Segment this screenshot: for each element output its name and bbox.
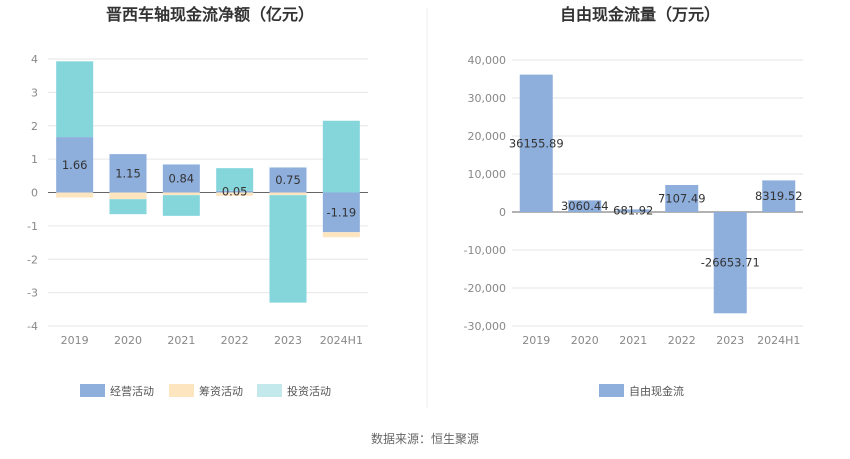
cash-flow-legend: 经营活动 筹资活动 投资活动 [80,384,331,398]
free-cash-flow-chart: 自由现金流量（万元） 40,000 30,000 20,000 10,000 0 -10,… [464,5,803,398]
y-tick-label: -3 [27,287,38,300]
y-tick-label: -20,000 [464,282,506,295]
legend-swatch [257,384,282,397]
x-tick-label: 2020 [114,334,142,347]
x-tick-label: 2021 [167,334,195,347]
x-tick-label: 2024H1 [757,334,800,347]
y-tick-label: -10,000 [464,244,506,257]
x-tick-label: 2019 [61,334,89,347]
cash-flow-chart-title: 晋西车轴现金流净额（亿元） [106,5,314,24]
y-tick-label: 1 [31,153,38,166]
data-label: 7107.49 [658,191,706,205]
bar-经营活动-2024H1 [322,192,360,233]
y-tick-label: 20,000 [468,130,507,143]
bar-筹资活动-2021 [162,192,200,196]
bar-筹资活动-2019 [56,192,94,198]
data-source-note: 数据来源：恒生聚源 [371,431,479,446]
y-tick-label: 10,000 [468,168,507,181]
data-label: 3060.44 [561,199,609,213]
bar-经营活动-2022 [216,190,254,193]
y-tick-label: -2 [27,253,38,266]
free-cash-flow-legend: 自由现金流 [599,384,684,398]
y-tick-label: 4 [31,53,38,66]
bar-筹资活动-2023 [269,192,307,196]
legend-label: 自由现金流 [629,384,684,398]
bar-经营活动-2021 [162,164,200,193]
bar-fcf-2020 [568,200,602,212]
legend-label: 经营活动 [110,384,154,398]
data-label: 1.66 [62,158,88,172]
bar-fcf-2023 [713,212,747,314]
x-tick-label: 2023 [274,334,302,347]
data-label: -1.19 [326,205,356,219]
x-tick-label: 2021 [619,334,647,347]
data-label: 1.15 [115,166,141,180]
bar-投资活动-2021 [162,195,200,216]
data-label: 0.05 [222,185,248,199]
bar-fcf-2024H1 [762,180,796,212]
y-tick-label: 0 [31,187,38,200]
bar-经营活动-2019 [56,137,94,193]
bar-投资活动-2020 [109,199,147,215]
data-label: 0.84 [169,171,195,185]
bar-fcf-2019 [519,74,553,212]
free-cash-flow-chart-title: 自由现金流量（万元） [560,5,720,24]
bar-投资活动-2023 [269,195,307,303]
x-tick-label: 2023 [716,334,744,347]
bar-投资活动-2019 [56,61,94,138]
bar-筹资活动-2024H1 [322,232,360,238]
x-tick-label: 2020 [571,334,599,347]
y-tick-label: -30,000 [464,320,506,333]
bar-筹资活动-2020 [109,192,147,200]
bar-fcf-2021 [616,209,650,212]
bar-投资活动-2024H1 [322,120,360,193]
x-tick-label: 2022 [668,334,696,347]
legend-label: 筹资活动 [199,384,243,398]
bar-筹资活动-2022 [216,192,254,196]
data-label: 681.92 [613,204,653,218]
y-tick-label: 40,000 [468,54,507,67]
data-label: -26653.71 [701,256,760,270]
data-label: 0.75 [275,173,301,187]
y-tick-label: -4 [27,320,38,333]
bar-投资活动-2022 [216,168,254,191]
bar-经营活动-2023 [269,167,307,193]
y-tick-label: 3 [31,86,38,99]
cash-flow-chart: 晋西车轴现金流净额（亿元） 4 3 2 1 0 -1 -2 -3 -4 2019 1.66 2020… [27,5,368,398]
y-tick-label: 0 [499,206,506,219]
bar-fcf-2022 [665,184,699,212]
x-tick-label: 2024H1 [320,334,363,347]
y-tick-label: 30,000 [468,92,507,105]
x-tick-label: 2022 [221,334,249,347]
y-tick-label: 2 [31,120,38,133]
x-tick-label: 2019 [522,334,550,347]
y-tick-label: -1 [27,220,38,233]
data-label: 8319.52 [755,189,803,203]
legend-swatch [599,384,624,397]
data-label: 36155.89 [509,136,564,150]
legend-label: 投资活动 [287,384,331,398]
legend-swatch [80,384,105,397]
bar-经营活动-2020 [109,154,147,193]
legend-swatch [169,384,194,397]
